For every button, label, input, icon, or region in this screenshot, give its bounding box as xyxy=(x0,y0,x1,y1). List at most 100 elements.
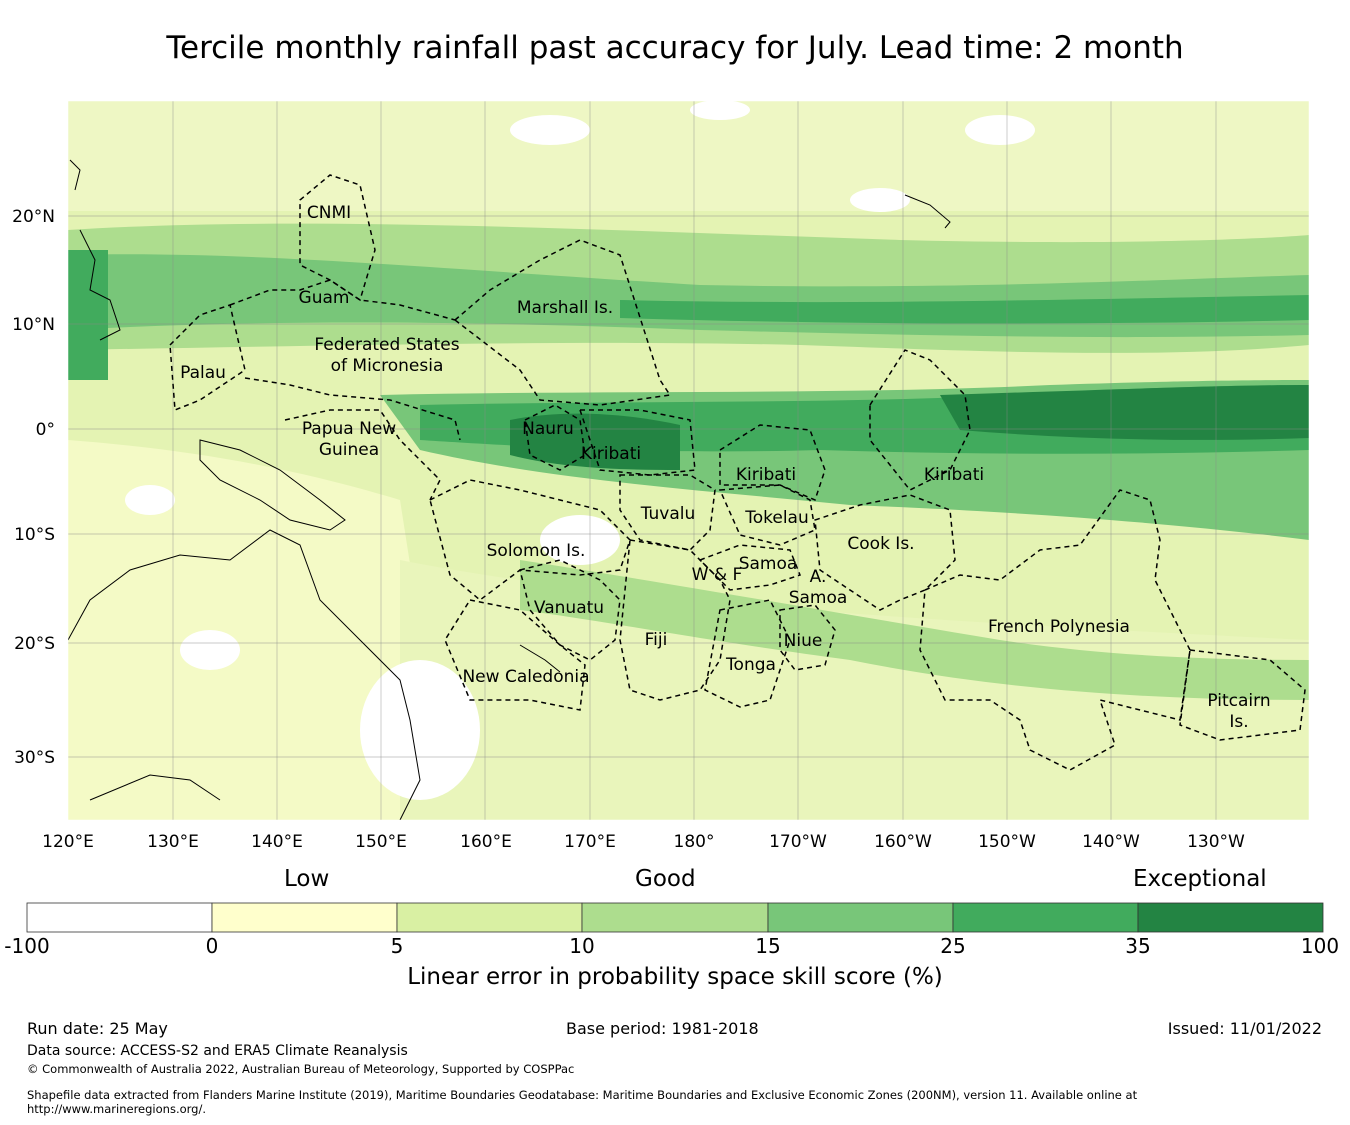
colorbar-segment xyxy=(211,902,398,933)
field-equator-exceptional xyxy=(940,385,1309,440)
chart-title: Tercile monthly rainfall past accuracy f… xyxy=(166,30,1184,66)
eez-fsm xyxy=(244,377,461,441)
run-date: Run date: 25 May xyxy=(27,1019,168,1038)
colorbar-category-low: Low xyxy=(284,866,330,892)
eez-tonga xyxy=(704,599,791,708)
region-label: Kiribati xyxy=(736,465,796,485)
region-label: Samoa xyxy=(789,588,848,608)
lat-label: 0° xyxy=(36,420,55,440)
lat-label: 30°S xyxy=(14,748,55,768)
region-label: Kiribati xyxy=(581,444,641,464)
colorbar-label: Linear error in probability space skill … xyxy=(407,964,943,990)
shapefile-credit: Shapefile data extracted from Flanders M… xyxy=(27,1088,1138,1102)
field-white-6 xyxy=(690,101,750,120)
region-label: Papua New xyxy=(302,419,396,439)
colorbar-tick: 5 xyxy=(390,934,404,958)
colorbar-category-exceptional: Exceptional xyxy=(1133,866,1267,892)
copyright: © Commonwealth of Australia 2022, Austra… xyxy=(27,1062,575,1076)
region-label: Solomon Is. xyxy=(487,541,586,561)
colorbar-tick: 25 xyxy=(940,934,966,958)
colorbar-segment xyxy=(581,902,769,933)
gridlines xyxy=(68,101,1309,820)
region-label: Federated States xyxy=(314,335,459,355)
lon-label: 150°W xyxy=(978,832,1036,852)
region-label: Vanuatu xyxy=(534,598,604,618)
field-white-4 xyxy=(510,115,590,145)
lon-label: 180° xyxy=(674,832,715,852)
coast-hawaii xyxy=(904,194,951,229)
eez-vanuatu xyxy=(519,559,621,661)
coastlines xyxy=(68,159,951,820)
eez-new-caledonia xyxy=(444,599,586,711)
region-label: Samoa xyxy=(739,554,798,574)
region-label: Nauru xyxy=(522,419,574,439)
map-frame xyxy=(67,100,1310,821)
eez-guam xyxy=(229,279,456,321)
colorbar xyxy=(26,902,1324,933)
region-label: Palau xyxy=(180,363,226,383)
eez-cnmi xyxy=(299,174,376,302)
region-label: Is. xyxy=(1229,712,1248,732)
lat-label: 10°N xyxy=(12,315,55,335)
region-label: Tuvalu xyxy=(640,504,696,524)
eez-samoa xyxy=(698,544,801,591)
lon-label: 130°E xyxy=(147,832,199,852)
eez-cook xyxy=(814,494,956,611)
eez-niue xyxy=(779,604,836,671)
coast-new-caledonia xyxy=(519,644,561,673)
region-label: Cook Is. xyxy=(847,534,914,554)
region-label: Kiribati xyxy=(924,465,984,485)
field-spcz xyxy=(520,560,1309,700)
coast-new-guinea xyxy=(199,439,346,531)
lon-label: 170°E xyxy=(564,832,616,852)
colorbar-tick: 100 xyxy=(1300,934,1340,958)
field-equator-exceptional-2 xyxy=(510,413,680,470)
eez-png xyxy=(284,409,441,501)
field-west-edge xyxy=(68,250,108,380)
colorbar-tick: 10 xyxy=(569,934,595,958)
lon-label: 130°W xyxy=(1187,832,1245,852)
colorbar-tick: 35 xyxy=(1125,934,1151,958)
region-label: New Caledonia xyxy=(462,667,589,687)
field-white-5 xyxy=(965,115,1035,145)
colorbar-tick: -100 xyxy=(4,934,50,958)
lon-label: 160°W xyxy=(874,832,932,852)
eez-kiribati-west xyxy=(578,409,696,476)
lat-label: 10°S xyxy=(14,525,55,545)
coast-australia xyxy=(68,529,421,820)
lat-label: 20°S xyxy=(14,634,55,654)
field-white-8 xyxy=(850,188,910,212)
eez-solomon xyxy=(429,479,631,601)
field-north-band xyxy=(68,101,1309,211)
colorbar-segment xyxy=(1137,902,1324,933)
field-white-1 xyxy=(360,660,480,800)
colorbar-segment xyxy=(952,902,1139,933)
region-label: Guinea xyxy=(319,440,379,460)
region-label: French Polynesia xyxy=(988,617,1130,637)
lon-label: 170°W xyxy=(769,832,827,852)
colorbar-tick: 15 xyxy=(755,934,781,958)
colorbar-segment xyxy=(396,902,583,933)
lon-label: 160°E xyxy=(460,832,512,852)
colorbar-category-good: Good xyxy=(635,866,696,892)
lon-label: 150°E xyxy=(355,832,407,852)
eez-kiribati-east xyxy=(869,349,971,491)
issued-date: Issued: 11/01/2022 xyxy=(1167,1019,1322,1038)
region-label: Marshall Is. xyxy=(517,298,613,318)
region-label: W & F xyxy=(692,565,743,585)
region-label: Guam xyxy=(299,288,350,308)
data-source: Data source: ACCESS-S2 and ERA5 Climate … xyxy=(27,1043,408,1059)
lon-label: 140°E xyxy=(251,832,303,852)
field-white-3 xyxy=(125,485,175,515)
eez-marshall xyxy=(453,239,672,406)
base-period: Base period: 1981-2018 xyxy=(566,1019,759,1038)
lon-label: 140°W xyxy=(1082,832,1140,852)
colorbar-tick: 0 xyxy=(205,934,219,958)
colorbar-segment xyxy=(767,902,954,933)
region-label: Fiji xyxy=(645,630,668,650)
region-label: A. xyxy=(810,567,827,587)
region-label: Pitcairn xyxy=(1207,691,1270,711)
field-white-7 xyxy=(540,515,620,565)
coast-taiwan xyxy=(69,159,81,191)
